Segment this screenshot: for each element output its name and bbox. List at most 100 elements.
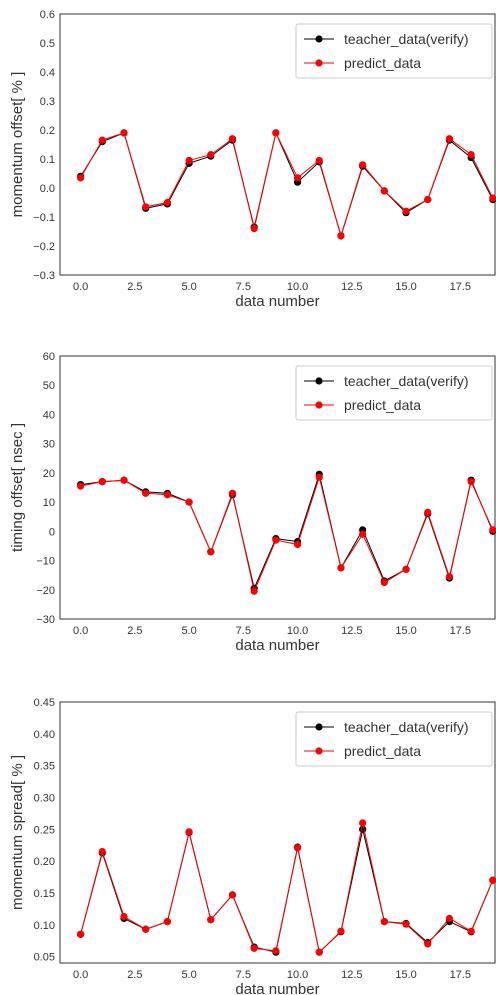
data-point xyxy=(293,174,302,182)
x-tick-label: 10.0 xyxy=(287,281,308,293)
data-point xyxy=(489,526,496,534)
y-tick-label: −10 xyxy=(36,556,55,568)
y-tick-label: 0.4 xyxy=(40,67,55,79)
x-tick-label: 15.0 xyxy=(395,625,416,637)
data-point xyxy=(293,844,302,852)
legend-label: teacher_data(verify) xyxy=(344,373,469,389)
data-point xyxy=(467,927,475,935)
x-axis-label: data number xyxy=(235,293,319,310)
y-tick-label: 10 xyxy=(43,497,55,509)
data-point xyxy=(445,914,454,923)
y-tick-label: 0.2 xyxy=(40,125,55,137)
data-point xyxy=(467,478,475,486)
legend-label: predict_data xyxy=(344,397,421,413)
y-tick-label: 0.40 xyxy=(34,729,55,741)
plot-frame xyxy=(59,13,496,276)
data-point xyxy=(315,473,323,481)
x-tick-label: 5.0 xyxy=(181,625,196,637)
data-point xyxy=(337,232,345,240)
data-point xyxy=(293,540,302,549)
x-tick-label: 15.0 xyxy=(395,281,416,293)
series-line xyxy=(80,822,494,954)
legend-marker xyxy=(315,59,323,67)
x-tick-label: 12.5 xyxy=(341,281,362,293)
data-point xyxy=(185,498,193,506)
data-point xyxy=(207,916,215,924)
x-tick-label: 7.5 xyxy=(236,969,251,981)
data-point xyxy=(337,927,345,935)
data-point xyxy=(250,587,258,595)
data-point xyxy=(120,129,128,137)
data-point xyxy=(380,187,388,195)
legend-frame xyxy=(295,711,493,767)
x-tick-label: 17.5 xyxy=(450,625,471,637)
x-tick-label: 2.5 xyxy=(127,969,142,981)
y-tick-label: −0.2 xyxy=(33,241,55,253)
data-point xyxy=(402,207,410,215)
data-point xyxy=(359,819,367,827)
data-point xyxy=(424,196,432,204)
data-point xyxy=(359,825,367,833)
data-point xyxy=(402,565,410,573)
data-point xyxy=(359,161,367,169)
y-tick-label: 0 xyxy=(49,526,55,538)
y-tick-label: 0.45 xyxy=(34,697,55,709)
legend-label: teacher_data(verify) xyxy=(344,31,469,47)
y-axis-label: momentum offset[ % ] xyxy=(9,72,26,218)
data-point xyxy=(163,198,171,207)
y-tick-label: 0.5 xyxy=(40,38,55,50)
legend-label: teacher_data(verify) xyxy=(344,719,469,735)
legend: teacher_data(verify) predict_data xyxy=(295,365,493,421)
data-point xyxy=(445,573,454,581)
x-tick-label: 15.0 xyxy=(395,969,416,981)
data-point xyxy=(380,918,388,926)
y-tick-label: 0.6 xyxy=(40,9,55,21)
data-point xyxy=(185,156,193,165)
legend-marker xyxy=(315,401,323,409)
data-point xyxy=(142,925,150,933)
data-point xyxy=(424,508,432,516)
y-axis-label: timing offset[ nsec ] xyxy=(9,423,26,552)
data-point xyxy=(207,548,215,556)
x-tick-label: 17.5 xyxy=(450,969,471,981)
y-tick-label: 0.25 xyxy=(34,824,55,836)
data-point xyxy=(250,944,258,952)
data-point xyxy=(98,136,106,144)
y-tick-label: 50 xyxy=(43,380,55,392)
data-point xyxy=(142,489,150,497)
x-tick-label: 5.0 xyxy=(181,281,196,293)
data-point xyxy=(142,203,150,211)
y-axis-label: momentum spread[ % ] xyxy=(9,755,26,910)
x-tick-label: 5.0 xyxy=(181,969,196,981)
legend-marker xyxy=(315,723,323,731)
y-tick-label: 40 xyxy=(43,409,55,421)
chart-3: 0.05 0.10 0.15 0.20 0.25 0.30 0.35 0.40 0.45 0.0 2… xyxy=(9,697,496,995)
data-point xyxy=(163,918,171,926)
data-point xyxy=(98,847,106,856)
y-tick-label: −30 xyxy=(36,614,55,626)
x-tick-label: 0.0 xyxy=(73,969,88,981)
plot-frame xyxy=(59,355,496,620)
data-point xyxy=(120,912,128,921)
x-tick-label: 12.5 xyxy=(341,625,362,637)
legend-marker xyxy=(315,35,323,43)
x-tick-label: 0.0 xyxy=(73,281,88,293)
y-tick-label: 0.15 xyxy=(34,888,55,900)
x-tick-label: 0.0 xyxy=(73,625,88,637)
series-line xyxy=(80,131,494,238)
legend-marker xyxy=(315,747,323,755)
data-point xyxy=(315,948,323,956)
data-point xyxy=(489,876,496,884)
legend: teacher_data(verify) predict_data xyxy=(295,711,493,767)
data-point xyxy=(359,530,367,538)
y-tick-label: 0.30 xyxy=(34,792,55,804)
series-line xyxy=(80,829,494,954)
x-tick-label: 7.5 xyxy=(236,281,251,293)
series-line xyxy=(80,131,494,238)
data-point xyxy=(228,489,237,497)
chart-1: −0.3 −0.2 −0.1 0.0 0.1 0.2 0.3 0.4 0.5 0.6 0.0 2.5 5… xyxy=(9,9,496,310)
x-tick-label: 7.5 xyxy=(236,625,251,637)
legend: teacher_data(verify) predict_data xyxy=(295,23,493,79)
data-point xyxy=(380,578,388,587)
